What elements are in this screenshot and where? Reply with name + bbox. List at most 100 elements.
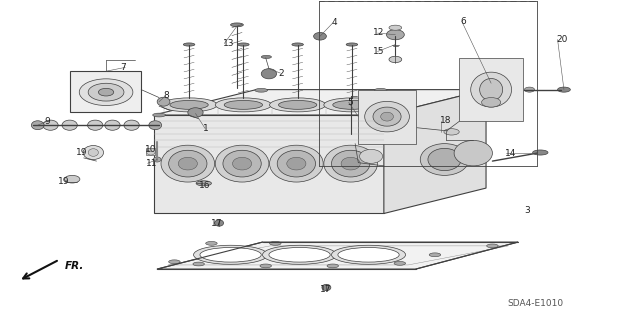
Ellipse shape <box>232 157 252 170</box>
Ellipse shape <box>374 88 387 92</box>
Ellipse shape <box>429 253 441 257</box>
Ellipse shape <box>83 145 104 160</box>
Text: 20: 20 <box>556 35 568 44</box>
Ellipse shape <box>157 97 170 106</box>
Ellipse shape <box>314 33 326 40</box>
Ellipse shape <box>333 100 371 109</box>
Ellipse shape <box>287 157 306 170</box>
Ellipse shape <box>88 149 99 156</box>
Ellipse shape <box>196 181 211 186</box>
Text: FR.: FR. <box>65 261 84 271</box>
Ellipse shape <box>215 145 269 182</box>
Text: 3: 3 <box>524 206 530 215</box>
Ellipse shape <box>278 100 317 109</box>
Ellipse shape <box>261 69 276 79</box>
Text: SDA4-E1010: SDA4-E1010 <box>508 299 564 308</box>
Ellipse shape <box>154 157 161 162</box>
Ellipse shape <box>255 88 268 92</box>
Text: 17: 17 <box>320 285 332 294</box>
Ellipse shape <box>62 120 77 130</box>
Ellipse shape <box>381 112 394 121</box>
Ellipse shape <box>479 78 502 101</box>
Ellipse shape <box>99 88 114 96</box>
Ellipse shape <box>183 43 195 46</box>
Ellipse shape <box>332 150 370 177</box>
Ellipse shape <box>524 87 534 92</box>
Ellipse shape <box>161 98 217 112</box>
Ellipse shape <box>79 79 133 106</box>
Ellipse shape <box>237 43 249 46</box>
Ellipse shape <box>444 129 460 135</box>
Polygon shape <box>154 90 486 115</box>
Text: 16: 16 <box>198 181 210 190</box>
Ellipse shape <box>88 120 103 130</box>
Bar <box>147 148 156 155</box>
Ellipse shape <box>260 264 271 268</box>
Text: 10: 10 <box>145 145 157 154</box>
Ellipse shape <box>341 157 360 170</box>
Ellipse shape <box>223 150 261 177</box>
Ellipse shape <box>188 108 203 117</box>
Ellipse shape <box>193 262 204 266</box>
Text: 18: 18 <box>440 116 452 125</box>
Text: 5: 5 <box>347 98 353 107</box>
Text: 2: 2 <box>278 69 284 78</box>
Ellipse shape <box>269 98 326 112</box>
Ellipse shape <box>387 30 404 40</box>
Ellipse shape <box>371 113 384 117</box>
Ellipse shape <box>486 244 498 248</box>
Ellipse shape <box>261 55 271 58</box>
Text: 19: 19 <box>76 148 88 157</box>
Text: 1: 1 <box>202 124 208 133</box>
Ellipse shape <box>389 56 402 63</box>
Ellipse shape <box>394 262 406 265</box>
Polygon shape <box>157 242 518 269</box>
Ellipse shape <box>557 87 570 92</box>
Text: 12: 12 <box>373 28 385 37</box>
Ellipse shape <box>65 175 80 183</box>
Polygon shape <box>384 90 486 213</box>
Ellipse shape <box>31 121 44 130</box>
Ellipse shape <box>420 144 468 175</box>
Ellipse shape <box>346 43 358 46</box>
Ellipse shape <box>147 148 156 155</box>
Polygon shape <box>154 115 384 213</box>
Ellipse shape <box>269 241 281 245</box>
Text: 7: 7 <box>120 63 126 72</box>
Text: 6: 6 <box>461 17 467 26</box>
Ellipse shape <box>360 149 383 163</box>
Text: 19: 19 <box>58 177 70 186</box>
Ellipse shape <box>205 241 217 245</box>
Polygon shape <box>70 71 141 113</box>
Ellipse shape <box>214 220 223 226</box>
Ellipse shape <box>161 145 214 182</box>
Ellipse shape <box>481 98 500 107</box>
Ellipse shape <box>389 25 402 30</box>
Ellipse shape <box>338 248 399 262</box>
Ellipse shape <box>169 150 207 177</box>
Text: 15: 15 <box>373 47 385 56</box>
Ellipse shape <box>428 148 461 171</box>
Polygon shape <box>460 58 523 122</box>
Text: 13: 13 <box>223 39 234 48</box>
Ellipse shape <box>262 245 337 264</box>
Ellipse shape <box>88 83 124 101</box>
Ellipse shape <box>373 107 401 126</box>
Ellipse shape <box>193 245 268 264</box>
Text: 17: 17 <box>211 219 223 228</box>
Ellipse shape <box>178 157 197 170</box>
Ellipse shape <box>327 264 339 268</box>
Ellipse shape <box>43 120 58 130</box>
Ellipse shape <box>324 145 378 182</box>
Ellipse shape <box>269 248 330 262</box>
Text: 8: 8 <box>164 92 170 100</box>
Ellipse shape <box>269 145 323 182</box>
Ellipse shape <box>170 100 208 109</box>
Text: 9: 9 <box>44 117 50 126</box>
Ellipse shape <box>124 120 140 130</box>
Ellipse shape <box>470 72 511 107</box>
Text: 14: 14 <box>505 149 516 158</box>
Ellipse shape <box>277 150 316 177</box>
Ellipse shape <box>224 100 262 109</box>
Ellipse shape <box>230 23 243 27</box>
